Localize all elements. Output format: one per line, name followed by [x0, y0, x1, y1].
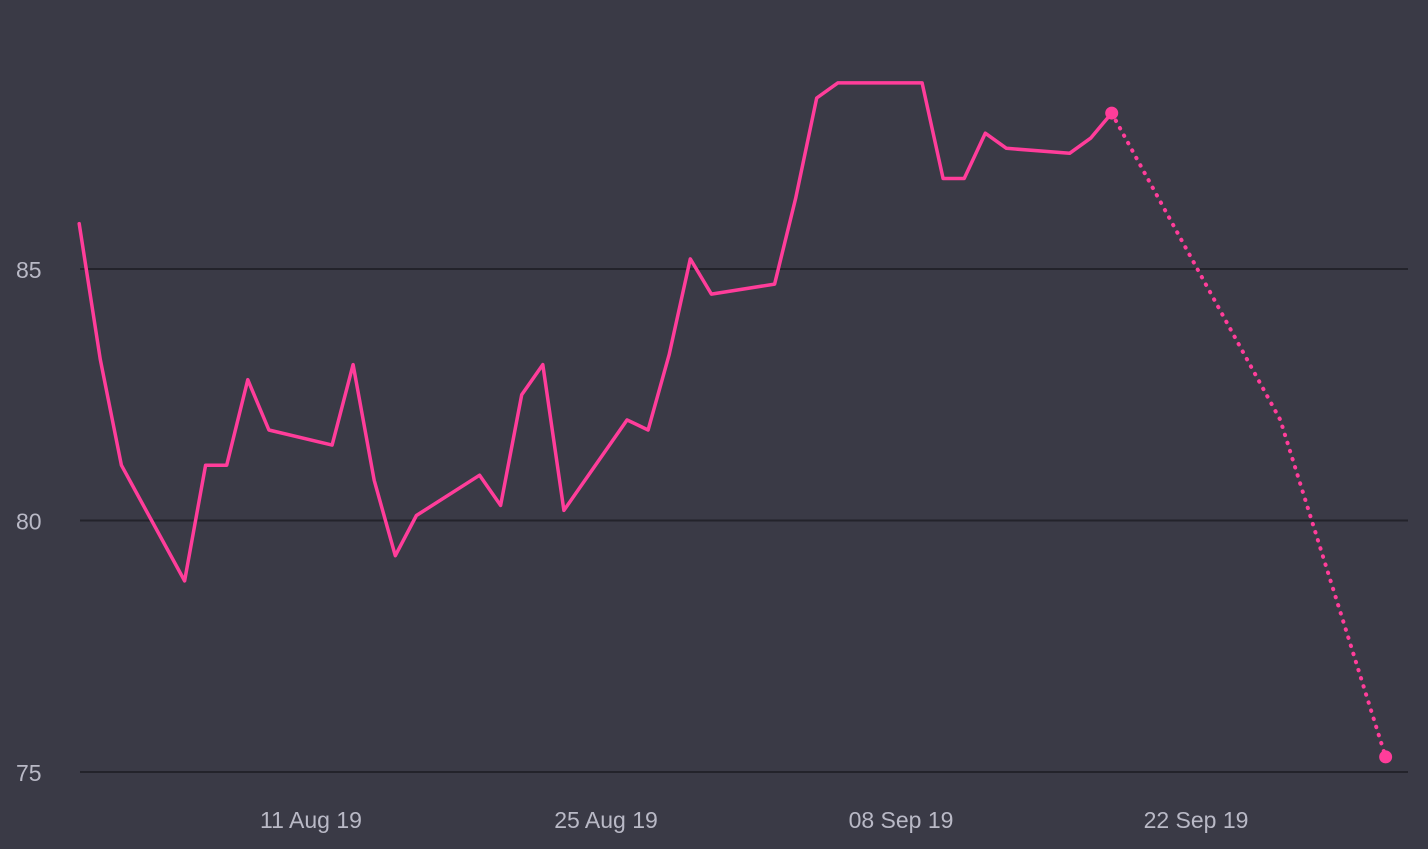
- y-tick-label: 80: [16, 509, 42, 535]
- series-line: [77, 81, 1114, 583]
- y-tick-label: 85: [16, 257, 42, 283]
- x-axis-ticks: 11 Aug 19 25 Aug 19 08 Sep 19 22 Sep 19: [260, 807, 1248, 833]
- x-tick-label: 08 Sep 19: [849, 807, 954, 833]
- x-tick-label: 11 Aug 19: [260, 807, 362, 833]
- y-tick-label: 75: [16, 760, 42, 786]
- y-axis-ticks: 75 80 85: [16, 257, 42, 786]
- data-point: [1105, 106, 1119, 120]
- data-point: [1379, 750, 1393, 764]
- series-layer: [77, 81, 1393, 764]
- grid-lines: [80, 268, 1408, 773]
- x-tick-label: 25 Aug 19: [554, 807, 658, 833]
- x-tick-label: 22 Sep 19: [1144, 807, 1249, 833]
- forecast-line: [1109, 111, 1388, 759]
